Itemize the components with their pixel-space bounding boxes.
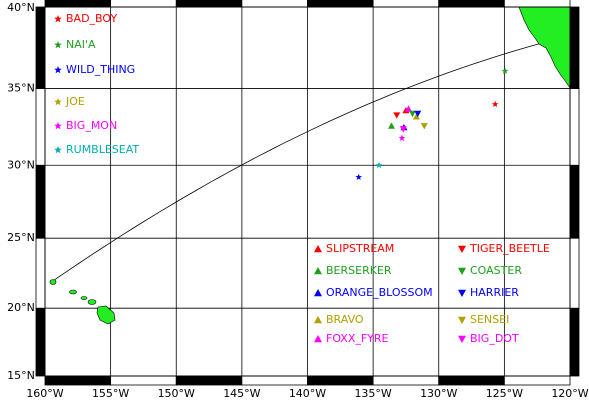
border-segment [175, 375, 243, 386]
border-segment [44, 0, 112, 8]
island [96, 305, 116, 325]
legend-label: COASTER [470, 264, 522, 277]
border-segment [35, 307, 46, 377]
border-segment [307, 375, 374, 386]
border-segment [569, 6, 580, 89]
legend-label: BAD_BOY [66, 12, 117, 25]
border-segment [569, 307, 580, 377]
border-segment [503, 0, 571, 8]
boat-marker [399, 126, 407, 133]
y-tick-label: 25°N [7, 231, 35, 244]
legend-label: WILD_THING [66, 63, 135, 76]
legend-marker [54, 146, 62, 154]
legend-marker [54, 122, 62, 130]
border-segment [372, 0, 440, 8]
land [49, 6, 571, 325]
border-segment [503, 375, 571, 386]
x-tick-label: 150°W [158, 387, 195, 400]
island [49, 279, 57, 285]
border-segment [35, 164, 46, 239]
border-segment [241, 375, 308, 386]
x-tick-label: 125°W [486, 387, 523, 400]
boat-marker [412, 113, 420, 120]
boat-marker [409, 110, 416, 118]
border-segment [110, 0, 177, 8]
border-segment [372, 375, 440, 386]
legend-label: ORANGE_BLOSSOM [326, 286, 433, 299]
y-tick-label: 40°N [7, 1, 35, 14]
legend-marker [314, 267, 322, 275]
boat-marker [375, 161, 383, 169]
boat-marker [393, 112, 401, 119]
x-tick-label: 145°W [223, 387, 260, 400]
border-segment [35, 88, 46, 166]
legend-label: BRAVO [326, 313, 364, 326]
boat-marker [501, 67, 509, 74]
legend-marker [314, 335, 322, 343]
border-segment [438, 0, 505, 8]
x-tick-label: 155°W [92, 387, 129, 400]
boat-marker [405, 105, 413, 112]
legend-label: BIG_DOT [470, 332, 519, 345]
border-segment [35, 6, 46, 89]
legend-label: JOE [65, 95, 85, 108]
y-tick-label: 35°N [7, 82, 35, 95]
boat-marker [491, 100, 499, 108]
legend-marker [54, 98, 62, 106]
legend-label: HARRIER [470, 286, 519, 299]
border-segment [569, 237, 580, 309]
x-tick-label: 135°W [354, 387, 391, 400]
border-segment [307, 0, 374, 8]
border-segment [110, 375, 177, 386]
boat-marker [398, 134, 406, 141]
legend-marker [458, 316, 466, 324]
legend-marker [458, 335, 466, 343]
y-tick-label: 20°N [7, 301, 35, 314]
boat-marker [420, 123, 428, 130]
boat-marker [414, 110, 422, 118]
route [51, 43, 540, 283]
legend-label: RUMBLESEAT [66, 143, 139, 156]
legend-marker [54, 41, 62, 49]
x-tick-label: 140°W [289, 387, 326, 400]
legend-marker [54, 66, 62, 74]
legend-label: SENSEI [470, 313, 509, 326]
x-tick-label: 130°W [420, 387, 457, 400]
island [80, 296, 88, 300]
border-segment [241, 0, 308, 8]
legend-marker [458, 245, 466, 253]
legend-marker [314, 316, 322, 324]
legend-label: BERSERKER [326, 264, 392, 277]
x-tick-label: 120°W [551, 387, 588, 400]
legend-marker [458, 267, 466, 275]
island [69, 289, 77, 295]
border-segment [35, 237, 46, 309]
boat-marker [388, 122, 395, 129]
y-tick-label: 30°N [7, 158, 35, 171]
border-segment [569, 88, 580, 166]
legend-marker [54, 15, 62, 23]
boat-marker [355, 173, 362, 180]
border-segment [438, 375, 505, 386]
border-segment [44, 375, 112, 386]
legend-marker [314, 245, 322, 253]
island [87, 299, 97, 305]
legend-label: SLIPSTREAM [326, 242, 394, 255]
legend-label: NAI'A [66, 38, 96, 51]
legend-label: TIGER_BEETLE [469, 242, 550, 255]
map-frame [44, 6, 571, 377]
legend-label: BIG_MON [66, 119, 117, 132]
y-tick-label: 15°N [7, 369, 35, 382]
border-segment [175, 0, 243, 8]
legend-label: FOXX_FYRE [326, 332, 389, 345]
legend-marker [458, 289, 466, 297]
x-tick-label: 160°W [26, 387, 63, 400]
legend-marker [314, 289, 322, 297]
border-segment [569, 164, 580, 239]
